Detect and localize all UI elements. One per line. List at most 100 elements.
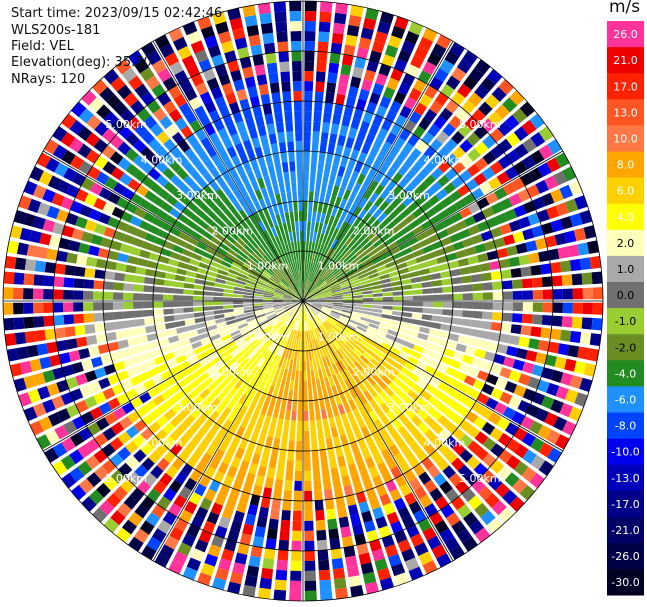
gate-cell xyxy=(216,427,228,440)
gate-cell xyxy=(199,356,211,366)
gate-cell xyxy=(274,162,282,174)
gate-cell xyxy=(113,282,124,291)
gate-cell xyxy=(356,460,367,472)
gate-cell xyxy=(247,276,258,283)
gate-cell xyxy=(538,126,554,142)
gate-cell xyxy=(451,413,465,426)
gate-cell xyxy=(282,389,289,400)
gate-cell xyxy=(63,289,74,300)
gate-cell xyxy=(471,234,484,245)
gate-cell xyxy=(390,68,404,82)
gate-cell xyxy=(414,102,428,116)
gate-cell xyxy=(275,193,282,205)
gate-cell xyxy=(348,399,357,411)
gate-cell xyxy=(243,139,253,152)
gate-cell xyxy=(268,72,279,84)
gate-cell xyxy=(303,301,311,308)
gate-cell xyxy=(166,395,178,408)
gate-cell xyxy=(452,293,463,301)
gate-cell xyxy=(63,420,77,435)
gate-cell xyxy=(285,359,291,370)
gate-cell xyxy=(229,215,240,227)
gate-cell xyxy=(519,101,535,118)
gate-cell xyxy=(192,195,204,207)
gate-cell xyxy=(401,284,413,290)
gate-cell xyxy=(332,307,343,312)
gate-cell xyxy=(317,281,327,289)
gate-cell xyxy=(559,402,574,418)
gate-cell xyxy=(317,254,324,265)
gate-cell xyxy=(171,188,184,200)
gate-cell xyxy=(467,337,479,347)
gate-cell xyxy=(432,308,443,315)
gate-cell xyxy=(221,548,235,562)
colorbar-label: 21.0 xyxy=(613,54,638,67)
gate-cell xyxy=(232,111,244,124)
gate-cell xyxy=(283,490,292,501)
gate-cell xyxy=(434,519,449,534)
gate-cell xyxy=(146,333,158,342)
gate-cell xyxy=(544,175,559,190)
gate-cell xyxy=(95,417,110,431)
gate-cell xyxy=(508,395,522,409)
gate-cell xyxy=(398,241,410,251)
gate-cell xyxy=(292,400,298,411)
gate-cell xyxy=(263,254,272,264)
gate-cell xyxy=(346,271,357,278)
gate-cell xyxy=(326,247,333,258)
gate-cell xyxy=(379,11,394,25)
gate-cell xyxy=(288,231,294,243)
gate-cell xyxy=(305,241,309,252)
gate-cell xyxy=(295,310,300,320)
gate-cell xyxy=(428,265,440,274)
gate-cell xyxy=(181,533,196,547)
gate-cell xyxy=(294,121,302,132)
gate-cell xyxy=(314,369,320,380)
colorbar-swatch xyxy=(607,255,644,283)
gate-cell xyxy=(310,370,315,381)
gate-cell xyxy=(332,113,342,125)
gate-cell xyxy=(454,392,467,404)
gate-cell xyxy=(569,375,583,389)
gate-cell xyxy=(206,511,220,525)
gate-cell xyxy=(333,240,341,251)
gate-cell xyxy=(249,353,259,363)
gate-cell xyxy=(271,375,278,387)
gate-cell xyxy=(218,150,230,162)
gate-cell xyxy=(329,133,338,145)
gate-cell xyxy=(227,323,238,330)
gate-cell xyxy=(304,590,317,601)
gate-cell xyxy=(221,184,232,196)
gate-cell xyxy=(481,320,492,330)
gate-cell xyxy=(210,502,223,516)
gate-cell xyxy=(486,373,499,386)
gate-cell xyxy=(163,315,175,323)
gate-cell xyxy=(375,105,388,118)
gate-cell xyxy=(305,350,309,361)
gate-cell xyxy=(435,188,448,201)
gate-cell xyxy=(33,216,46,230)
gate-cell xyxy=(209,167,221,180)
gate-cell xyxy=(316,315,325,324)
gate-cell xyxy=(81,496,97,512)
gate-cell xyxy=(280,255,287,266)
gate-cell xyxy=(163,294,174,301)
gate-cell xyxy=(290,560,302,571)
gate-cell xyxy=(213,470,225,484)
gate-cell xyxy=(569,258,582,272)
gate-cell xyxy=(303,390,308,401)
gate-cell xyxy=(232,188,243,200)
gate-cell xyxy=(431,544,447,559)
gate-cell xyxy=(42,369,56,383)
gate-cell xyxy=(293,201,298,212)
gate-cell xyxy=(346,565,360,578)
gate-cell xyxy=(61,149,76,165)
gate-cell xyxy=(404,213,416,224)
gate-cell xyxy=(259,577,272,590)
gate-cell xyxy=(272,386,280,398)
gate-cell xyxy=(300,271,302,282)
gate-cell xyxy=(233,241,244,251)
gate-cell xyxy=(143,212,156,223)
gate-cell xyxy=(410,533,425,547)
gate-cell xyxy=(372,383,383,394)
